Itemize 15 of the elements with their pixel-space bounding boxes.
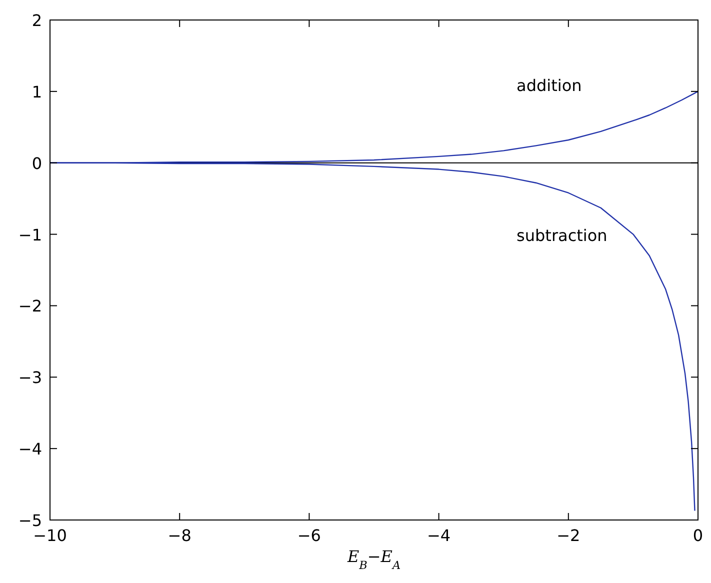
annotation: subtraction	[516, 226, 608, 245]
annotation: addition	[516, 76, 582, 95]
y-tick-label: 1	[32, 82, 42, 102]
y-tick-label: −2	[18, 296, 42, 316]
y-tick-label: 2	[32, 11, 42, 30]
x-tick-label: −6	[297, 526, 321, 545]
x-tick-label: −8	[168, 526, 192, 545]
y-tick-label: −3	[18, 368, 42, 388]
x-tick-label: −2	[556, 526, 580, 545]
y-tick-label: −4	[18, 440, 42, 459]
y-tick-label: −1	[18, 225, 42, 244]
x-tick-label: 0	[692, 526, 704, 545]
y-tick-label: 0	[32, 154, 42, 173]
x-axis-title: E$_{B}$−E$_{A}$	[346, 547, 401, 572]
x-tick-label: −4	[427, 526, 451, 545]
